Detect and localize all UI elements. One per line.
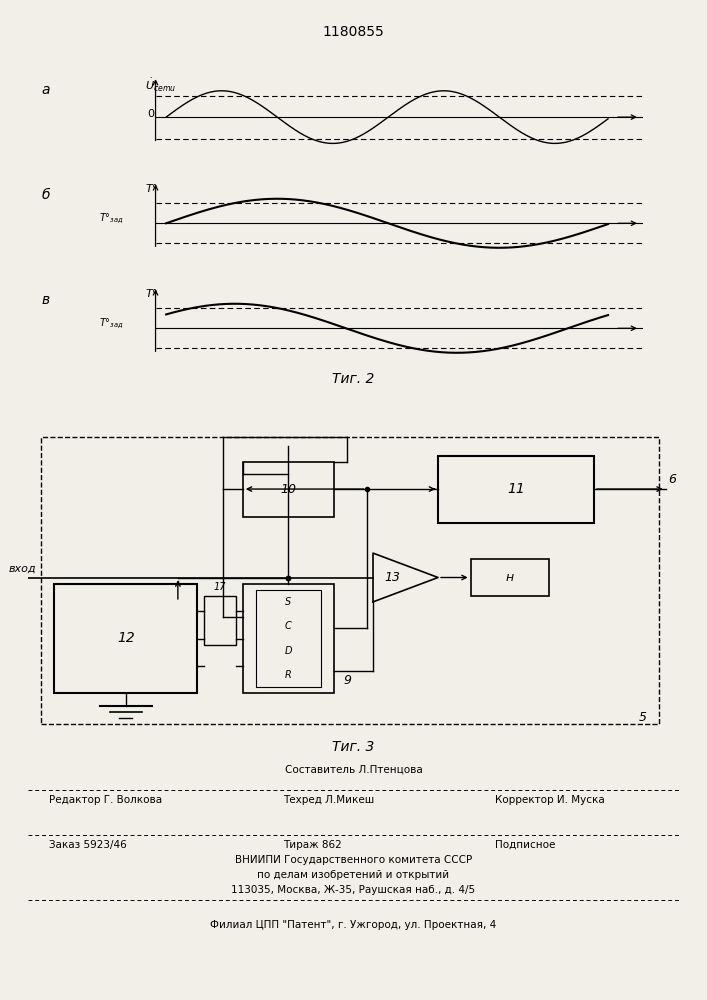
Text: Τиг. 3: Τиг. 3 (332, 740, 375, 754)
Text: 5: 5 (639, 711, 647, 724)
Bar (471, 559, 549, 596)
Bar (243, 462, 334, 516)
Text: $T°$: $T°$ (145, 287, 158, 299)
Text: C: C (285, 621, 292, 631)
Text: Редактор Г. Волкова: Редактор Г. Волкова (49, 795, 163, 805)
Text: 10: 10 (281, 483, 296, 496)
Text: 113035, Москва, Ж-35, Раушская наб., д. 4/5: 113035, Москва, Ж-35, Раушская наб., д. … (231, 885, 476, 895)
Text: $T°$: $T°$ (145, 182, 158, 194)
Text: Техред Л.Микеш: Техред Л.Микеш (283, 795, 374, 805)
Polygon shape (373, 553, 438, 602)
Text: Τиг. 2: Τиг. 2 (332, 372, 375, 386)
Text: в: в (42, 293, 50, 307)
Text: 0: 0 (147, 109, 154, 119)
Bar (243, 584, 334, 693)
Bar (256, 590, 321, 687)
Text: $T°_{зад}$: $T°_{зад}$ (99, 316, 124, 331)
Text: 13: 13 (385, 571, 401, 584)
Text: a: a (42, 83, 50, 97)
Bar (54, 584, 197, 693)
Text: $T°_{зад}$: $T°_{зад}$ (99, 212, 124, 226)
Text: D: D (285, 646, 292, 656)
Text: 9: 9 (344, 674, 352, 687)
Text: по делам изобретений и открытий: по делам изобретений и открытий (257, 870, 450, 880)
Bar (204, 596, 236, 645)
Text: Подписное: Подписное (495, 840, 555, 850)
Text: б: б (42, 188, 50, 202)
Text: 17: 17 (214, 582, 226, 592)
Text: ВНИИПИ Государственного комитета СССР: ВНИИПИ Государственного комитета СССР (235, 855, 472, 865)
Bar (438, 456, 594, 523)
Text: R: R (285, 670, 292, 680)
Text: 6: 6 (668, 473, 676, 486)
Text: $\dot{U}_{cemu}$: $\dot{U}_{cemu}$ (145, 77, 177, 94)
Text: Составитель Л.Птенцова: Составитель Л.Птенцова (285, 765, 422, 775)
Text: вход: вход (8, 563, 36, 573)
Text: 11: 11 (507, 482, 525, 496)
Text: 12: 12 (117, 632, 135, 646)
Text: Тираж 862: Тираж 862 (283, 840, 341, 850)
Text: S: S (286, 597, 291, 607)
Text: н: н (506, 571, 514, 584)
Text: Корректор И. Муска: Корректор И. Муска (495, 795, 604, 805)
Text: Филиал ЦПП "Патент", г. Ужгород, ул. Проектная, 4: Филиал ЦПП "Патент", г. Ужгород, ул. Про… (211, 920, 496, 930)
Text: Заказ 5923/46: Заказ 5923/46 (49, 840, 127, 850)
Text: 1180855: 1180855 (322, 25, 385, 39)
